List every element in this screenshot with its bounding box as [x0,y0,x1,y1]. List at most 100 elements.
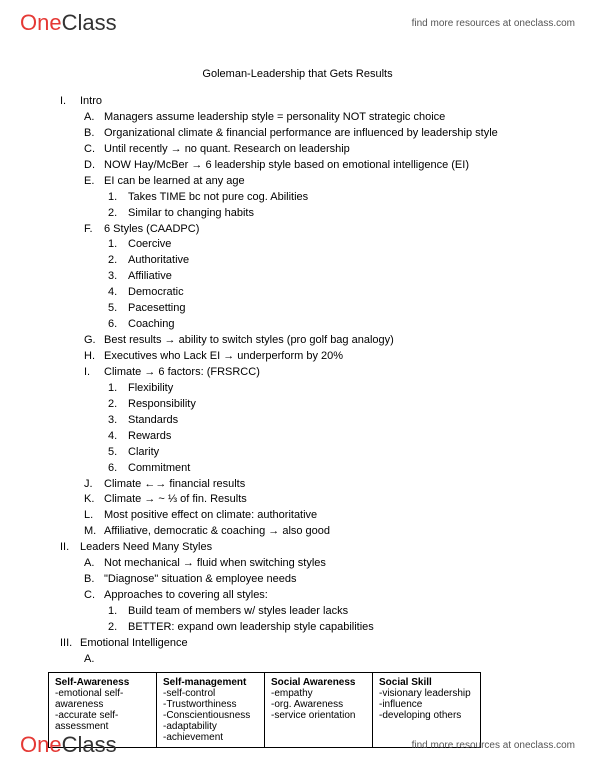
outline-marker: 3. [108,413,128,429]
footer-logo-one: One [20,732,62,758]
logo-class: Class [62,10,117,36]
table-item: -visionary leadership [379,688,474,699]
outline-marker: 2. [108,397,128,413]
footer-link[interactable]: find more resources at oneclass.com [412,740,575,751]
outline-text: NOW Hay/McBer → 6 leadership style based… [104,158,469,174]
outline-row: 5.Clarity [60,445,545,461]
outline-text: Standards [128,413,178,429]
outline-text: Takes TIME bc not pure cog. Abilities [128,190,308,206]
outline-row: 4.Democratic [60,285,545,301]
outline-marker: 1. [108,237,128,253]
outline-row: C.Approaches to covering all styles: [60,588,545,604]
outline-text: 6 Styles (CAADPC) [104,222,199,238]
outline-text: Affiliative [128,269,172,285]
outline-marker: L. [84,508,104,524]
outline-marker: 1. [108,604,128,620]
outline-text: Commitment [128,461,190,477]
outline-row: K.Climate → ~ ⅓ of fin. Results [60,492,545,508]
outline-text: Climate ←→ financial results [104,477,245,493]
table-item: -self-control [163,688,258,699]
outline-row: H.Executives who Lack EI → underperform … [60,349,545,365]
outline-row: B."Diagnose" situation & employee needs [60,572,545,588]
table-item: -Trustworthiness [163,699,258,710]
outline-text: Flexibility [128,381,173,397]
outline-text: Authoritative [128,253,189,269]
outline-row: I.Intro [60,94,545,110]
table-item: -developing others [379,710,474,721]
outline-marker: H. [84,349,104,365]
outline-row: E.EI can be learned at any age [60,174,545,190]
table-item: -empathy [271,688,366,699]
table-header: Social Awareness [271,677,366,688]
outline-text: Coercive [128,237,171,253]
table-item: -org. Awareness [271,699,366,710]
outline-row: I.Climate → 6 factors: (FRSRCC) [60,365,545,381]
outline-text: Organizational climate & financial perfo… [104,126,498,142]
outline-row: III.Emotional Intelligence [60,636,545,652]
outline-text: Coaching [128,317,174,333]
table-item: -influence [379,699,474,710]
outline-marker: 4. [108,429,128,445]
content: I.IntroA.Managers assume leadership styl… [0,94,595,668]
outline-marker: B. [84,126,104,142]
outline-marker: F. [84,222,104,238]
outline-row: J.Climate ←→ financial results [60,477,545,493]
table-header: Self-management [163,677,258,688]
outline-row: II.Leaders Need Many Styles [60,540,545,556]
outline-marker: II. [60,540,80,556]
outline-marker: 5. [108,301,128,317]
outline-text: Executives who Lack EI → underperform by… [104,349,343,365]
outline-row: 3.Affiliative [60,269,545,285]
outline-row: D.NOW Hay/McBer → 6 leadership style bas… [60,158,545,174]
outline-row: F.6 Styles (CAADPC) [60,222,545,238]
outline-marker: C. [84,588,104,604]
outline-marker: D. [84,158,104,174]
outline-text: Approaches to covering all styles: [104,588,268,604]
outline-text: Not mechanical → fluid when switching st… [104,556,326,572]
table-header: Self-Awareness [55,677,150,688]
outline-marker: A. [84,652,104,668]
outline-row: A.Not mechanical → fluid when switching … [60,556,545,572]
outline-text: "Diagnose" situation & employee needs [104,572,296,588]
outline-marker: 4. [108,285,128,301]
table-header: Social Skill [379,677,474,688]
outline-marker: 5. [108,445,128,461]
page-title: Goleman-Leadership that Gets Results [0,68,595,80]
outline-text: Most positive effect on climate: authori… [104,508,317,524]
outline-marker: E. [84,174,104,190]
table-item: -service orientation [271,710,366,721]
outline-row: 1.Flexibility [60,381,545,397]
outline-marker: 2. [108,253,128,269]
outline-row: C.Until recently → no quant. Research on… [60,142,545,158]
footer-logo-class: Class [62,732,117,758]
outline-text: Climate → ~ ⅓ of fin. Results [104,492,247,508]
outline-marker: I. [84,365,104,381]
outline-text: Emotional Intelligence [80,636,188,652]
outline-row: 5.Pacesetting [60,301,545,317]
outline-text: Managers assume leadership style = perso… [104,110,445,126]
outline-marker: C. [84,142,104,158]
table-item: -Conscientiousness [163,710,258,721]
outline-row: A.Managers assume leadership style = per… [60,110,545,126]
table-item: -emotional self-awareness [55,688,150,710]
outline-text: Democratic [128,285,184,301]
header: OneClass find more resources at oneclass… [0,0,595,40]
outline-marker: B. [84,572,104,588]
outline-row: 6.Coaching [60,317,545,333]
outline-text: Rewards [128,429,171,445]
outline-marker: 6. [108,317,128,333]
outline-text: Intro [80,94,102,110]
outline-text: EI can be learned at any age [104,174,245,190]
outline-text: Build team of members w/ styles leader l… [128,604,348,620]
outline-text: Climate → 6 factors: (FRSRCC) [104,365,260,381]
outline-text: Responsibility [128,397,196,413]
outline-marker: 2. [108,620,128,636]
outline-marker: K. [84,492,104,508]
footer: OneClass find more resources at oneclass… [0,728,595,762]
header-link[interactable]: find more resources at oneclass.com [412,18,575,29]
outline-marker: G. [84,333,104,349]
outline-text: Best results → ability to switch styles … [104,333,394,349]
outline-row: G.Best results → ability to switch style… [60,333,545,349]
outline-marker: 3. [108,269,128,285]
outline-text: Pacesetting [128,301,185,317]
